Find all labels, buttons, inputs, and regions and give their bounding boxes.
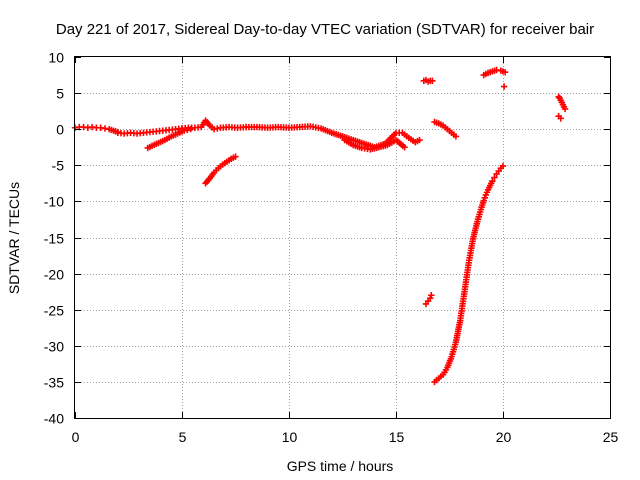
- data-point: [428, 292, 435, 299]
- data-point: [232, 153, 239, 160]
- series-lower-band-12-15: [341, 136, 408, 153]
- data-point: [561, 105, 569, 113]
- data-point: [489, 177, 496, 185]
- series-base-8-12: [243, 123, 346, 140]
- y-tick-label: -15: [44, 231, 64, 247]
- chart-title: Day 221 of 2017, Sidereal Day-to-day VTE…: [56, 21, 594, 38]
- data-point: [501, 68, 509, 76]
- data-point: [557, 115, 564, 122]
- y-tick-label: -10: [44, 194, 64, 210]
- data-point: [401, 144, 408, 151]
- series-spike-16-17: [422, 292, 435, 308]
- series-base-0-2: [71, 123, 121, 136]
- data-point: [491, 174, 498, 181]
- x-tick-label: 5: [179, 429, 187, 445]
- series-late-22-23: [555, 93, 569, 113]
- data-series: [71, 66, 569, 386]
- y-tick-label: -35: [44, 375, 64, 391]
- series-rise-16-20: [431, 162, 507, 386]
- series-early-16-17: [420, 76, 436, 85]
- x-tick-label: 20: [496, 429, 512, 445]
- data-point: [499, 162, 507, 170]
- x-axis-label: GPS time / hours: [287, 458, 394, 474]
- y-axis-label: SDTVAR / TECUs: [6, 182, 22, 294]
- series-early-17-18: [431, 118, 460, 140]
- data-point: [500, 83, 508, 90]
- x-tick-label: 25: [603, 429, 619, 445]
- y-tick-label: -20: [44, 267, 64, 283]
- grid-lines: [75, 57, 610, 418]
- y-tick-label: 10: [48, 50, 64, 66]
- x-tick-label: 10: [282, 429, 298, 445]
- data-point: [429, 77, 436, 85]
- data-point: [452, 133, 460, 140]
- y-tick-label: 0: [56, 122, 64, 138]
- plot-frame: [74, 56, 611, 419]
- y-tick-label: 5: [56, 86, 64, 102]
- series-dip-3-5: [144, 126, 194, 152]
- data-point: [187, 126, 194, 133]
- series-early-6-7: [202, 153, 239, 187]
- data-point: [416, 136, 423, 144]
- y-tick-label: -40: [44, 411, 64, 427]
- series-late-20: [500, 83, 508, 90]
- x-tick-label: 15: [389, 429, 405, 445]
- series-late-19-20: [480, 66, 509, 79]
- x-tick-label: 0: [72, 429, 80, 445]
- y-tick-label: -5: [52, 158, 65, 174]
- series-late-22-23-b: [555, 113, 564, 122]
- axis-ticks: 0 5 10 15 20 25 -40 -35 -30 -25 -20 -15 -10 -5 0 5 10: [44, 50, 619, 446]
- y-tick-label: -25: [44, 303, 64, 319]
- y-tick-label: -30: [44, 339, 64, 355]
